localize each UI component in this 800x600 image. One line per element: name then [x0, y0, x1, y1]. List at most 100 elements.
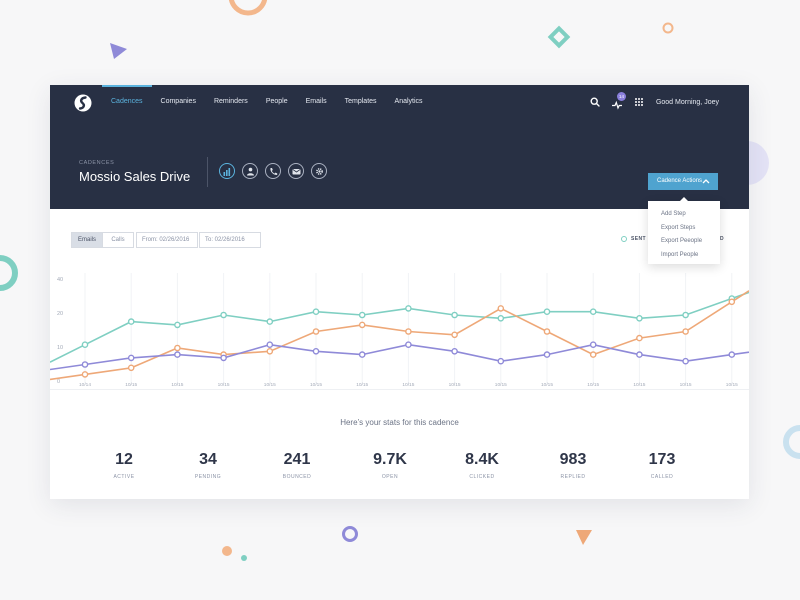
- data-point[interactable]: [405, 341, 412, 348]
- data-point[interactable]: [728, 351, 736, 358]
- search-icon[interactable]: [590, 97, 600, 107]
- data-point[interactable]: [312, 308, 320, 316]
- analytics-tab[interactable]: [219, 163, 235, 179]
- to-date-field[interactable]: To: 02/26/2016: [199, 232, 261, 248]
- data-point[interactable]: [405, 305, 412, 312]
- emails-toggle[interactable]: Emails: [71, 232, 103, 248]
- data-point[interactable]: [174, 321, 181, 329]
- activity-notifications[interactable]: 14: [611, 92, 626, 110]
- data-point[interactable]: [589, 341, 597, 348]
- data-point[interactable]: [220, 311, 227, 319]
- nav-reminders[interactable]: Reminders: [213, 98, 248, 105]
- decor-purple-ring: [342, 526, 358, 542]
- data-point[interactable]: [682, 328, 689, 335]
- data-point[interactable]: [266, 341, 274, 348]
- user-greeting[interactable]: Good Morning, Joey: [655, 98, 719, 106]
- title-divider: [207, 157, 208, 187]
- data-point[interactable]: [589, 351, 597, 358]
- data-point[interactable]: [312, 328, 320, 335]
- apps-grid-icon[interactable]: [634, 97, 644, 107]
- data-point[interactable]: [543, 328, 551, 335]
- calls-tab[interactable]: [265, 163, 281, 179]
- data-point[interactable]: [405, 328, 412, 335]
- data-point[interactable]: [497, 315, 505, 322]
- logo-icon[interactable]: [74, 94, 92, 112]
- emails-tab[interactable]: [288, 163, 304, 179]
- data-point[interactable]: [497, 357, 505, 365]
- data-point[interactable]: [358, 311, 366, 319]
- decor-teal-dot: [241, 555, 247, 561]
- y-tick-label: 40: [57, 277, 63, 283]
- data-point[interactable]: [636, 315, 643, 322]
- decor-teal-diamond: [547, 25, 571, 49]
- people-tab[interactable]: [242, 163, 258, 179]
- data-point[interactable]: [451, 331, 458, 339]
- x-tick-label: 10/14: [79, 382, 91, 388]
- stat-value: 8.4K: [465, 451, 499, 468]
- nav-emails[interactable]: Emails: [305, 98, 327, 105]
- stat-open: 9.7K OPEN: [350, 450, 430, 480]
- settings-tab[interactable]: [311, 163, 327, 179]
- nav-people[interactable]: People: [265, 98, 288, 105]
- stat-value: 9.7K: [373, 451, 407, 468]
- stat-value: 12: [115, 451, 133, 468]
- data-point[interactable]: [636, 334, 643, 342]
- data-point[interactable]: [220, 354, 227, 362]
- data-point[interactable]: [543, 351, 551, 358]
- from-date-field[interactable]: From: 02/26/2016: [136, 232, 198, 248]
- nav-cadences[interactable]: Cadences: [102, 85, 152, 119]
- data-point[interactable]: [81, 341, 89, 348]
- data-point[interactable]: [81, 361, 89, 368]
- data-point[interactable]: [266, 318, 274, 325]
- legend-sent[interactable]: SENT: [621, 236, 646, 242]
- data-point[interactable]: [451, 311, 458, 319]
- nav-templates[interactable]: Templates: [344, 98, 377, 105]
- x-tick-label: 10/15: [218, 382, 230, 388]
- data-point[interactable]: [636, 351, 643, 358]
- decor-orange-ring: [228, 0, 268, 16]
- cadence-actions-button[interactable]: Cadence Actions: [648, 173, 718, 190]
- data-point[interactable]: [127, 364, 135, 372]
- data-point[interactable]: [266, 348, 274, 355]
- decor-orange-dot: [222, 546, 232, 556]
- data-point[interactable]: [728, 298, 736, 306]
- people-icon: [246, 167, 254, 175]
- data-point[interactable]: [81, 371, 89, 378]
- main-nav: Cadences Companies Reminders People Emai…: [102, 85, 432, 119]
- stat-label: CALLED: [650, 474, 674, 480]
- breadcrumb[interactable]: CADENCES: [79, 160, 115, 166]
- data-point[interactable]: [312, 348, 320, 355]
- stat-pending: 34 PENDING: [168, 450, 248, 480]
- nav-analytics[interactable]: Analytics: [394, 98, 423, 105]
- menu-add-step[interactable]: Add Step: [661, 211, 686, 217]
- menu-import-people[interactable]: Import People: [661, 251, 699, 258]
- data-point[interactable]: [589, 308, 597, 316]
- data-point[interactable]: [174, 351, 181, 358]
- data-point[interactable]: [358, 321, 366, 329]
- data-point[interactable]: [358, 351, 366, 358]
- menu-export-people[interactable]: Export Peeople: [661, 238, 703, 244]
- stat-value: 34: [199, 451, 217, 468]
- calls-toggle[interactable]: Calls: [103, 232, 134, 248]
- x-tick-label: 10/15: [495, 382, 507, 388]
- x-tick-label: 10/15: [541, 382, 553, 388]
- stat-active: 12 ACTIVE: [84, 450, 164, 480]
- stat-replied: 983 REPLIED: [533, 450, 613, 480]
- stat-label: PENDING: [194, 474, 222, 480]
- nav-companies[interactable]: Companies: [160, 98, 196, 105]
- legend-sent-marker: [621, 236, 627, 242]
- x-tick-label: 10/15: [587, 382, 599, 388]
- data-point[interactable]: [682, 311, 689, 319]
- data-point[interactable]: [174, 344, 181, 352]
- data-point[interactable]: [497, 305, 505, 312]
- data-point[interactable]: [451, 348, 458, 355]
- bar-chart-icon: [223, 167, 230, 176]
- menu-export-steps[interactable]: Export Steps: [661, 224, 696, 231]
- nav-right: 14 Good Morning, Joey: [590, 85, 719, 119]
- decor-orange-triangle: [576, 530, 592, 545]
- data-point[interactable]: [127, 318, 135, 325]
- data-point[interactable]: [543, 308, 551, 316]
- stat-value: 983: [559, 451, 587, 468]
- data-point[interactable]: [127, 354, 135, 362]
- data-point[interactable]: [682, 357, 689, 365]
